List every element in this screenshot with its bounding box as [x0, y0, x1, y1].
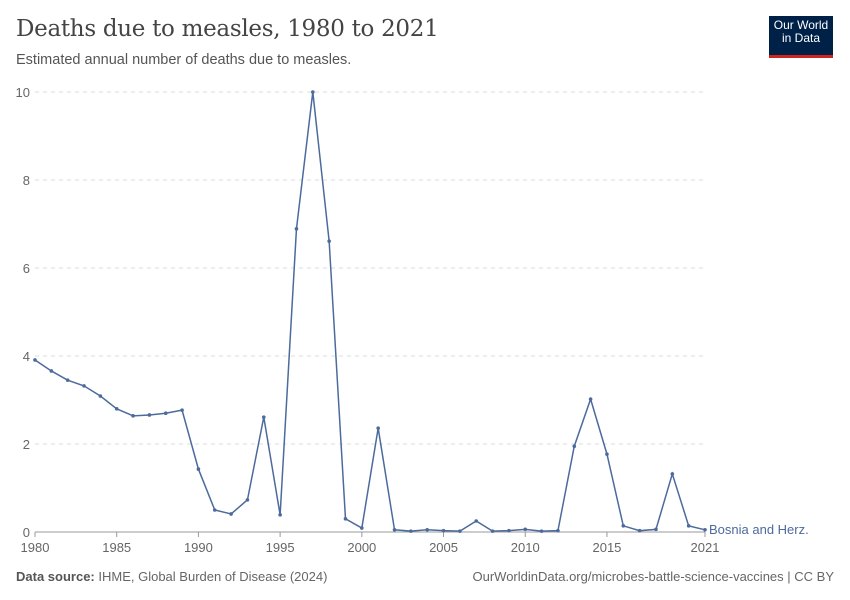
x-tick-label: 2015: [592, 540, 621, 555]
data-point: [212, 508, 217, 512]
data-point: [605, 452, 609, 456]
data-point: [392, 528, 397, 532]
data-point: [114, 407, 119, 411]
chart-subtitle: Estimated annual number of deaths due to…: [16, 52, 352, 68]
data-point: [686, 524, 691, 528]
data-point: [343, 517, 348, 521]
data-source: Data source: IHME, Global Burden of Dise…: [16, 569, 327, 584]
source-text[interactable]: IHME, Global Burden of Disease (2024): [98, 569, 328, 584]
data-point: [637, 528, 642, 533]
x-tick-label: 2005: [429, 540, 458, 555]
x-tick-label: 2000: [347, 540, 376, 555]
owid-logo[interactable]: Our World in Data: [769, 16, 833, 58]
data-point: [82, 384, 86, 388]
data-point: [490, 529, 495, 533]
data-point: [131, 414, 135, 418]
data-point: [588, 397, 593, 401]
data-point: [539, 529, 544, 533]
x-tick-label: 1990: [184, 540, 213, 555]
footer-url[interactable]: OurWorldinData.org/microbes-battle-scien…: [472, 569, 835, 584]
data-point: [441, 528, 446, 533]
data-point: [33, 358, 37, 362]
data-point: [278, 513, 282, 517]
data-point: [523, 527, 528, 532]
data-point: [621, 524, 626, 528]
data-point: [327, 239, 331, 243]
data-point: [196, 467, 201, 471]
data-point: [65, 378, 70, 383]
y-tick-label: 4: [23, 349, 30, 364]
data-point: [261, 415, 266, 419]
y-tick-label: 0: [23, 525, 30, 540]
y-tick-label: 8: [23, 173, 30, 188]
data-point: [425, 528, 429, 532]
y-tick-label: 2: [23, 437, 30, 452]
data-point: [654, 527, 658, 532]
data-point: [458, 529, 462, 533]
data-point: [49, 369, 54, 373]
data-point: [703, 528, 707, 532]
data-point: [556, 528, 560, 533]
x-tick-label: 2021: [691, 540, 720, 555]
data-point: [409, 529, 413, 533]
logo-text: Our World in Data: [773, 18, 829, 45]
data-point: [229, 512, 233, 516]
x-tick-label: 2010: [511, 540, 540, 555]
chart-title: Deaths due to measles, 1980 to 2021: [16, 16, 439, 42]
series-label: Bosnia and Herz.: [709, 522, 809, 537]
data-point: [474, 519, 479, 523]
y-tick-label: 6: [23, 261, 30, 276]
data-point: [670, 472, 675, 476]
x-tick-label: 1985: [102, 540, 131, 555]
data-point: [294, 227, 299, 231]
data-point: [180, 408, 184, 412]
data-point: [311, 90, 315, 94]
source-label: Data source:: [16, 569, 95, 584]
data-point: [360, 526, 364, 530]
data-point: [98, 394, 103, 398]
data-point: [376, 426, 380, 430]
data-point: [245, 498, 250, 502]
y-tick-label: 10: [16, 85, 30, 100]
x-tick-label: 1980: [21, 540, 50, 555]
data-point: [507, 528, 511, 533]
data-point: [163, 411, 168, 416]
x-tick-label: 1995: [266, 540, 295, 555]
data-point: [572, 444, 577, 449]
data-point: [147, 413, 152, 417]
series-line: [34, 91, 706, 532]
